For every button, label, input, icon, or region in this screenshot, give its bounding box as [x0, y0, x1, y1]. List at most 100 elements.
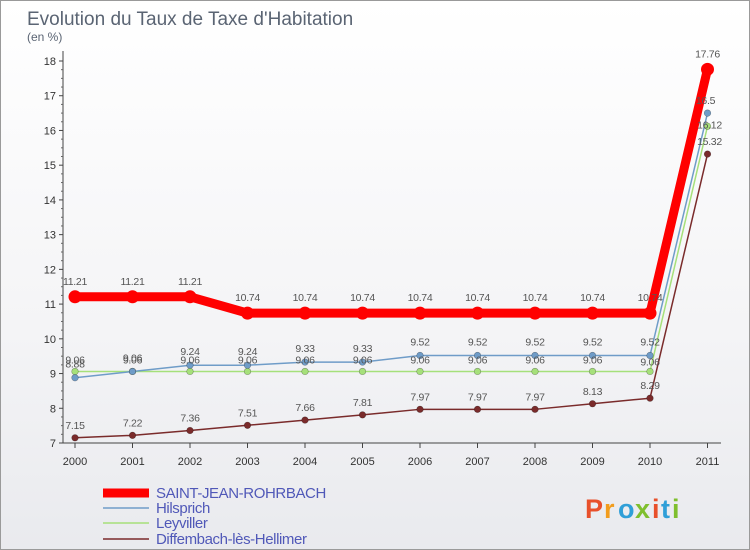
data-label-hilsprich: 9.52 [410, 336, 430, 348]
logo-letter: t [661, 494, 670, 524]
data-label-diffembach-les-hellimer: 8.13 [583, 386, 603, 398]
data-point-hilsprich [646, 351, 654, 360]
y-tick-label: 9 [50, 369, 56, 381]
data-point-diffembach-les-hellimer [646, 394, 654, 402]
data-point-saint-jean-rohrbach [68, 290, 82, 304]
data-point-diffembach-les-hellimer [243, 421, 252, 429]
logo-letter: i [652, 494, 660, 524]
data-point-saint-jean-rohrbach [298, 306, 312, 320]
data-point-diffembach-les-hellimer [71, 434, 79, 442]
data-point-diffembach-les-hellimer [416, 405, 424, 413]
data-label-leyviller: 9.06 [123, 354, 143, 366]
data-point-diffembach-les-hellimer [703, 150, 712, 158]
data-point-hilsprich [473, 351, 482, 360]
series-line-hilsprich [74, 112, 709, 379]
data-point-leyviller [416, 367, 424, 376]
data-point-hilsprich [416, 351, 424, 360]
data-point-saint-jean-rohrbach [701, 62, 714, 76]
x-tick-label: 2006 [408, 456, 432, 468]
y-tick-label: 8 [50, 403, 56, 415]
data-label-saint-jean-rohrbach: 11.21 [178, 276, 202, 288]
data-label-diffembach-les-hellimer: 7.97 [468, 391, 488, 403]
data-label-leyviller: 9.06 [65, 354, 85, 366]
y-tick-label: 14 [44, 195, 56, 207]
x-tick-label: 2010 [638, 456, 662, 468]
data-point-hilsprich [243, 361, 252, 369]
data-point-hilsprich [531, 351, 539, 360]
data-point-saint-jean-rohrbach [241, 306, 254, 320]
data-point-leyviller [301, 367, 309, 376]
logo-letter: o [618, 494, 635, 524]
data-point-leyviller [473, 367, 482, 376]
data-label-saint-jean-rohrbach: 10.74 [580, 292, 605, 304]
series-lines [74, 68, 712, 439]
data-point-leyviller [243, 367, 252, 376]
data-label-leyviller: 9.06 [410, 354, 430, 366]
y-tick-label: 11 [45, 299, 56, 311]
data-point-hilsprich [128, 367, 137, 376]
data-label-leyviller: 9.06 [180, 354, 200, 366]
x-tick-label: 2005 [350, 456, 374, 468]
data-label-saint-jean-rohrbach: 10.74 [350, 292, 375, 304]
data-point-leyviller [186, 367, 194, 376]
data-point-saint-jean-rohrbach [413, 306, 427, 320]
data-point-diffembach-les-hellimer [531, 405, 539, 413]
x-tick-label: 2000 [63, 456, 87, 468]
data-label-diffembach-les-hellimer: 8.29 [640, 380, 660, 392]
x-tick-label: 2002 [178, 456, 202, 468]
data-label-hilsprich: 9.33 [353, 343, 373, 355]
chart-title: Evolution du Taux de Taxe d'Habitation [27, 9, 353, 30]
legend-label-diffembach-les-hellimer: Diffembach-lès-Hellimer [156, 531, 307, 548]
data-label-saint-jean-rohrbach: 10.74 [523, 292, 548, 304]
x-tick-label: 2011 [696, 456, 720, 468]
data-label-leyviller: 9.06 [353, 354, 373, 366]
legend-label-saint-jean-rohrbach: SAINT-JEAN-ROHRBACH [156, 485, 326, 502]
data-point-saint-jean-rohrbach [183, 290, 197, 304]
legend: SAINT-JEAN-ROHRBACHHilsprichLeyvillerDif… [103, 485, 326, 548]
data-point-leyviller [703, 122, 712, 130]
data-label-saint-jean-rohrbach: 10.74 [465, 292, 490, 304]
data-point-diffembach-les-hellimer [186, 426, 194, 435]
data-label-leyviller: 9.06 [525, 354, 545, 366]
x-tick-label: 2009 [580, 456, 604, 468]
legend-label-leyviller: Leyviller [156, 515, 208, 532]
data-point-hilsprich [703, 109, 712, 117]
series-points [68, 62, 714, 442]
data-label-saint-jean-rohrbach: 10.74 [293, 292, 318, 304]
y-tick-label: 12 [44, 264, 56, 276]
y-ticks: 7 8 9 10 11 12 13 14 15 16 17 18 [44, 56, 63, 450]
data-label-saint-jean-rohrbach: 10.74 [408, 292, 433, 304]
data-point-hilsprich [588, 351, 597, 360]
x-tick-label: 2007 [465, 456, 489, 468]
data-label-diffembach-les-hellimer: 7.22 [123, 417, 143, 429]
logo-letter: r [604, 494, 615, 524]
data-point-hilsprich [301, 358, 309, 366]
x-tick-label: 2008 [523, 456, 547, 468]
data-label-hilsprich: 8.88 [65, 359, 85, 371]
y-tick-label: 13 [44, 230, 56, 242]
data-label-hilsprich: 9.52 [468, 336, 488, 348]
data-label-diffembach-les-hellimer: 7.51 [238, 407, 258, 419]
y-tick-label: 16 [44, 125, 56, 137]
y-tick-label: 17 [44, 91, 56, 103]
data-label-leyviller: 9.06 [295, 354, 315, 366]
data-label-diffembach-les-hellimer: 7.36 [180, 412, 200, 424]
data-label-hilsprich: 9.06 [123, 352, 143, 364]
data-label-diffembach-les-hellimer: 7.97 [410, 391, 430, 403]
data-label-saint-jean-rohrbach: 11.21 [121, 276, 145, 288]
data-point-saint-jean-rohrbach [586, 306, 599, 320]
logo-letter: i [672, 494, 680, 524]
data-label-leyviller: 16.12 [697, 119, 722, 131]
legend-label-hilsprich: Hilsprich [156, 500, 210, 517]
data-point-diffembach-les-hellimer [358, 411, 367, 419]
data-label-hilsprich: 9.33 [295, 343, 315, 355]
data-point-saint-jean-rohrbach [126, 290, 139, 304]
data-label-hilsprich: 9.24 [180, 346, 200, 358]
data-point-diffembach-les-hellimer [128, 431, 137, 439]
data-label-saint-jean-rohrbach: 10.74 [235, 292, 260, 304]
data-label-hilsprich: 16.5 [696, 95, 716, 107]
x-ticks: 2000 2001 2002 2003 2004 2005 2006 2007 2008 2009… [63, 443, 720, 468]
data-point-hilsprich [71, 374, 79, 382]
